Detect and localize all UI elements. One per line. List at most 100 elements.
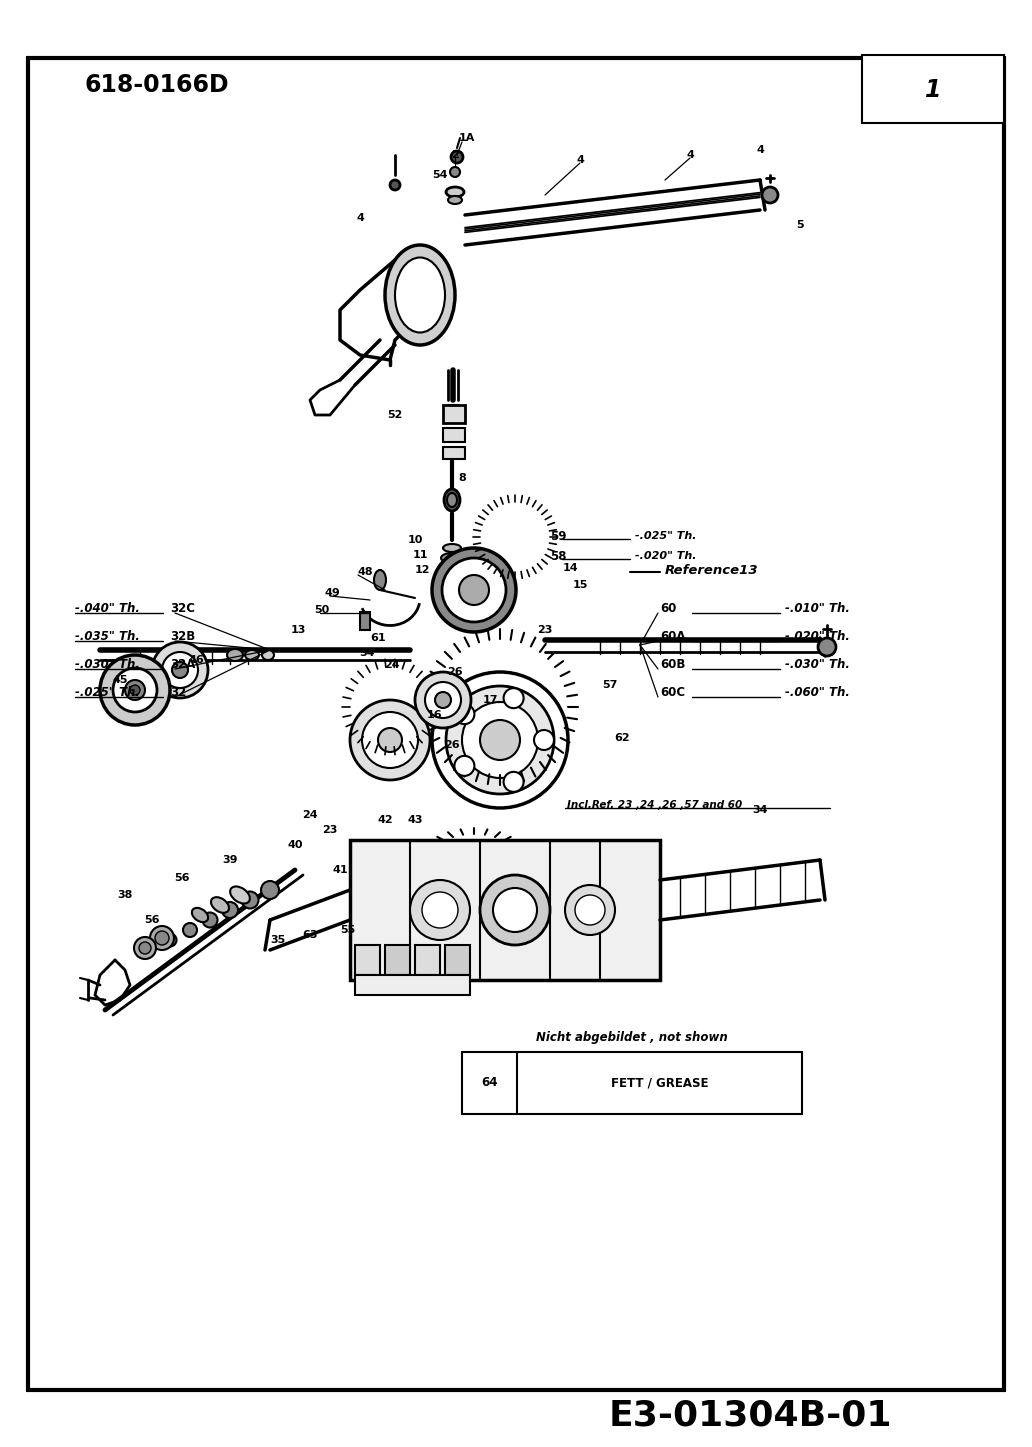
Circle shape	[565, 886, 615, 935]
Circle shape	[415, 671, 471, 728]
Ellipse shape	[447, 493, 457, 506]
Circle shape	[450, 166, 460, 177]
Circle shape	[504, 689, 523, 708]
Text: 8: 8	[458, 473, 465, 483]
Circle shape	[130, 684, 140, 695]
Text: -.060" Th.: -.060" Th.	[785, 686, 850, 699]
Bar	[360, 612, 370, 629]
Text: 4: 4	[356, 213, 364, 223]
Bar	[862, 55, 1004, 123]
Circle shape	[425, 682, 461, 718]
Text: 23: 23	[322, 825, 337, 835]
Circle shape	[818, 638, 836, 655]
Text: 50: 50	[315, 605, 329, 615]
Text: -.020" Th.: -.020" Th.	[785, 629, 850, 642]
Text: 11: 11	[412, 550, 427, 560]
Text: 4: 4	[576, 155, 584, 165]
Text: 12: 12	[414, 564, 429, 574]
Text: 16: 16	[427, 710, 443, 721]
Text: -.030" Th.: -.030" Th.	[75, 657, 140, 670]
Text: 39: 39	[222, 855, 237, 865]
Ellipse shape	[374, 570, 386, 590]
Circle shape	[261, 881, 279, 899]
Text: 61: 61	[370, 632, 386, 642]
Circle shape	[480, 875, 550, 945]
Text: 62: 62	[614, 734, 630, 742]
Circle shape	[575, 896, 605, 925]
Text: 23: 23	[538, 625, 553, 635]
Circle shape	[150, 926, 174, 951]
Ellipse shape	[448, 195, 462, 204]
Text: 45: 45	[112, 674, 128, 684]
Circle shape	[462, 702, 538, 778]
Circle shape	[432, 548, 516, 632]
Circle shape	[459, 574, 489, 605]
Circle shape	[125, 680, 146, 700]
Text: -.040" Th.: -.040" Th.	[75, 602, 140, 615]
Bar	[355, 945, 380, 975]
Text: 60B: 60B	[660, 657, 685, 670]
Ellipse shape	[192, 907, 208, 922]
Text: 56: 56	[174, 873, 190, 883]
Circle shape	[390, 179, 400, 190]
Text: 42: 42	[377, 815, 393, 825]
Circle shape	[350, 700, 430, 780]
Ellipse shape	[230, 887, 250, 903]
Text: -.030" Th.: -.030" Th.	[785, 657, 850, 670]
Bar	[443, 428, 465, 441]
Ellipse shape	[395, 258, 445, 333]
Bar	[443, 447, 465, 459]
Circle shape	[451, 150, 463, 164]
Text: 59: 59	[550, 530, 567, 543]
Circle shape	[493, 888, 537, 932]
Circle shape	[241, 891, 258, 909]
Text: 24: 24	[384, 660, 399, 670]
Text: 13: 13	[290, 625, 305, 635]
Circle shape	[762, 187, 778, 203]
Text: 54: 54	[359, 648, 375, 658]
Circle shape	[454, 705, 475, 724]
Text: 60C: 60C	[660, 686, 685, 699]
Circle shape	[480, 721, 520, 760]
Ellipse shape	[446, 187, 464, 197]
Text: 1: 1	[925, 78, 941, 101]
Text: 57: 57	[603, 680, 618, 690]
Circle shape	[163, 933, 176, 946]
Bar	[355, 975, 470, 996]
Text: -.020" Th.: -.020" Th.	[635, 551, 697, 561]
Text: 17: 17	[482, 695, 497, 705]
Text: 64: 64	[481, 1077, 497, 1090]
Text: 55: 55	[341, 925, 356, 935]
Circle shape	[222, 901, 238, 917]
Circle shape	[504, 771, 523, 792]
Text: 26: 26	[447, 667, 462, 677]
Text: 34: 34	[752, 805, 768, 815]
Text: 32B: 32B	[170, 629, 195, 642]
Text: 56: 56	[144, 915, 160, 925]
Text: E3-01304B-01: E3-01304B-01	[608, 1398, 892, 1433]
Circle shape	[442, 559, 506, 622]
Text: 1A: 1A	[459, 133, 475, 143]
Bar	[462, 1052, 802, 1114]
Text: -.025" Th.: -.025" Th.	[75, 686, 140, 699]
Circle shape	[432, 671, 568, 807]
Text: 49: 49	[324, 587, 340, 598]
Ellipse shape	[262, 650, 275, 660]
Circle shape	[422, 891, 458, 928]
Ellipse shape	[211, 897, 229, 913]
Text: 32A: 32A	[170, 657, 195, 670]
Circle shape	[534, 729, 554, 750]
Text: 32C: 32C	[170, 602, 195, 615]
Text: 58: 58	[550, 550, 567, 563]
Circle shape	[112, 669, 157, 712]
Text: 41: 41	[332, 865, 348, 875]
Text: Incl.Ref. 23 ,24 ,26 ,57 and 60: Incl.Ref. 23 ,24 ,26 ,57 and 60	[567, 800, 742, 810]
Ellipse shape	[444, 489, 460, 511]
Text: 14: 14	[562, 563, 578, 573]
Ellipse shape	[439, 564, 465, 576]
Text: 54: 54	[432, 169, 448, 179]
Text: 40: 40	[287, 841, 302, 849]
Circle shape	[410, 880, 470, 941]
Text: 46: 46	[188, 655, 204, 666]
Text: 10: 10	[408, 535, 423, 546]
